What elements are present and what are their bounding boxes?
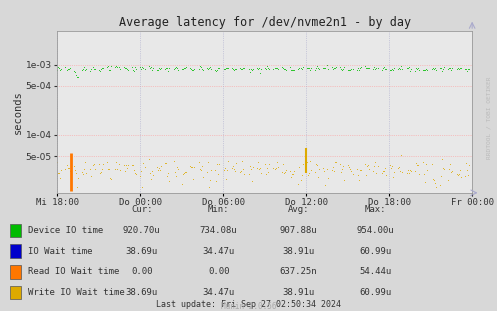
Text: IO Wait time: IO Wait time (28, 247, 93, 256)
Text: Min:: Min: (208, 205, 230, 214)
Text: 38.69u: 38.69u (126, 247, 158, 256)
Text: 54.44u: 54.44u (359, 267, 391, 276)
Text: Last update: Fri Sep 27 02:50:34 2024: Last update: Fri Sep 27 02:50:34 2024 (156, 300, 341, 309)
Text: Avg:: Avg: (287, 205, 309, 214)
Text: Max:: Max: (364, 205, 386, 214)
Text: 34.47u: 34.47u (203, 247, 235, 256)
Text: Cur:: Cur: (131, 205, 153, 214)
Text: 34.47u: 34.47u (203, 288, 235, 297)
Text: 38.91u: 38.91u (282, 247, 314, 256)
FancyBboxPatch shape (10, 265, 21, 279)
Text: Device IO time: Device IO time (28, 226, 103, 235)
Text: 954.00u: 954.00u (356, 226, 394, 235)
FancyBboxPatch shape (10, 244, 21, 258)
FancyBboxPatch shape (10, 224, 21, 237)
FancyBboxPatch shape (10, 286, 21, 299)
Text: 60.99u: 60.99u (359, 247, 391, 256)
Text: Munin 2.0.56: Munin 2.0.56 (221, 302, 276, 311)
Text: 0.00: 0.00 (131, 267, 153, 276)
Text: 0.00: 0.00 (208, 267, 230, 276)
Text: 38.91u: 38.91u (282, 288, 314, 297)
Text: 920.70u: 920.70u (123, 226, 161, 235)
Text: Read IO Wait time: Read IO Wait time (28, 267, 120, 276)
Y-axis label: seconds: seconds (13, 90, 23, 134)
Text: 907.88u: 907.88u (279, 226, 317, 235)
Title: Average latency for /dev/nvme2n1 - by day: Average latency for /dev/nvme2n1 - by da… (119, 16, 411, 29)
Text: 734.08u: 734.08u (200, 226, 238, 235)
Text: RRDTOOL / TOBI OETIKER: RRDTOOL / TOBI OETIKER (486, 77, 491, 160)
Text: 60.99u: 60.99u (359, 288, 391, 297)
Text: 637.25n: 637.25n (279, 267, 317, 276)
Text: 38.69u: 38.69u (126, 288, 158, 297)
Text: Write IO Wait time: Write IO Wait time (28, 288, 125, 297)
